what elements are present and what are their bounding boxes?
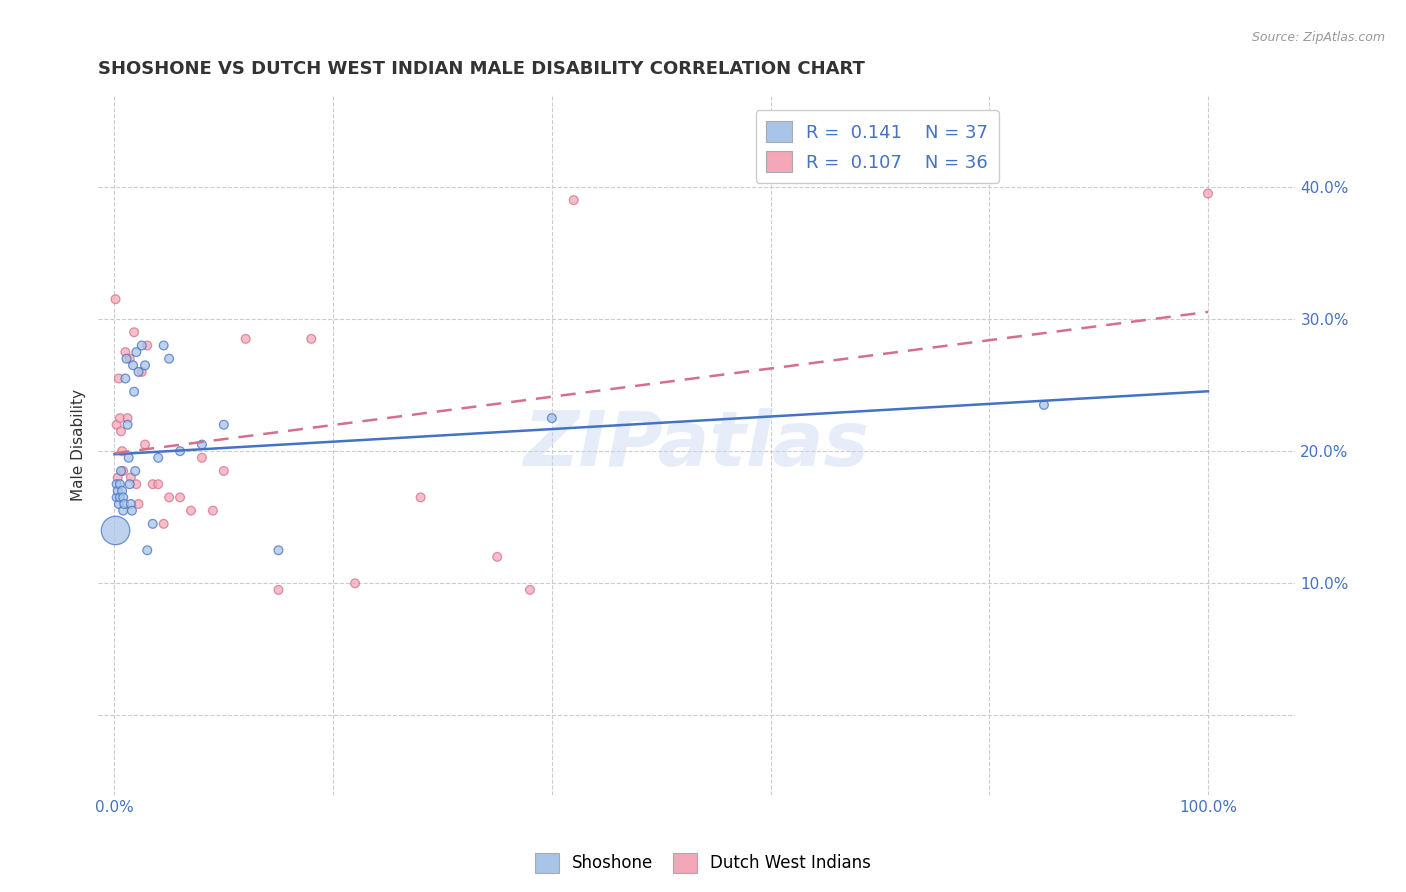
Point [124, 464, 146, 478]
Text: ZIPatlas: ZIPatlas [524, 408, 870, 482]
Point [112, 497, 135, 511]
Point [136, 338, 159, 352]
Point [117, 417, 139, 432]
Point [157, 491, 180, 505]
Point [212, 417, 235, 432]
Point [112, 491, 135, 505]
Point [142, 477, 165, 491]
Y-axis label: Male Disability: Male Disability [72, 389, 86, 500]
Point [169, 444, 191, 458]
Point [152, 338, 174, 352]
Point [1032, 398, 1054, 412]
Point [519, 582, 541, 597]
Point [110, 464, 132, 478]
Point [105, 477, 128, 491]
Point [107, 470, 129, 484]
Point [267, 543, 290, 558]
Text: Source: ZipAtlas.com: Source: ZipAtlas.com [1251, 31, 1385, 45]
Point [128, 497, 150, 511]
Point [108, 371, 131, 385]
Point [131, 338, 153, 352]
Point [212, 464, 235, 478]
Point [235, 332, 257, 346]
Point [105, 491, 128, 505]
Point [134, 359, 156, 373]
Point [344, 576, 367, 591]
Point [110, 425, 132, 439]
Point [191, 437, 214, 451]
Point [122, 325, 145, 339]
Point [409, 491, 432, 505]
Point [108, 411, 131, 425]
Point [117, 411, 139, 425]
Point [148, 450, 170, 465]
Point [107, 483, 129, 498]
Point [128, 365, 150, 379]
Point [152, 516, 174, 531]
Point [191, 450, 214, 465]
Point [105, 417, 128, 432]
Point [122, 384, 145, 399]
Point [125, 345, 148, 359]
Point [115, 351, 138, 366]
Point [118, 477, 141, 491]
Point [131, 365, 153, 379]
Point [108, 497, 131, 511]
Point [112, 503, 135, 517]
Point [562, 193, 585, 207]
Legend: R =  0.141    N = 37, R =  0.107    N = 36: R = 0.141 N = 37, R = 0.107 N = 36 [755, 111, 1000, 183]
Point [108, 477, 131, 491]
Point [201, 503, 224, 517]
Point [299, 332, 322, 346]
Point [169, 491, 191, 505]
Point [142, 516, 165, 531]
Point [114, 345, 136, 359]
Point [112, 464, 135, 478]
Point [121, 503, 143, 517]
Point [118, 450, 141, 465]
Point [1197, 186, 1219, 201]
Point [120, 497, 142, 511]
Point [104, 524, 127, 538]
Point [118, 351, 141, 366]
Point [136, 543, 159, 558]
Point [114, 371, 136, 385]
Point [148, 477, 170, 491]
Point [125, 477, 148, 491]
Point [111, 483, 134, 498]
Point [267, 582, 290, 597]
Legend: Shoshone, Dutch West Indians: Shoshone, Dutch West Indians [529, 847, 877, 880]
Point [157, 351, 180, 366]
Point [120, 470, 142, 484]
Point [486, 549, 509, 564]
Text: SHOSHONE VS DUTCH WEST INDIAN MALE DISABILITY CORRELATION CHART: SHOSHONE VS DUTCH WEST INDIAN MALE DISAB… [98, 60, 865, 78]
Point [111, 444, 134, 458]
Point [134, 437, 156, 451]
Point [541, 411, 564, 425]
Point [108, 491, 131, 505]
Point [104, 292, 127, 306]
Point [122, 359, 145, 373]
Point [180, 503, 202, 517]
